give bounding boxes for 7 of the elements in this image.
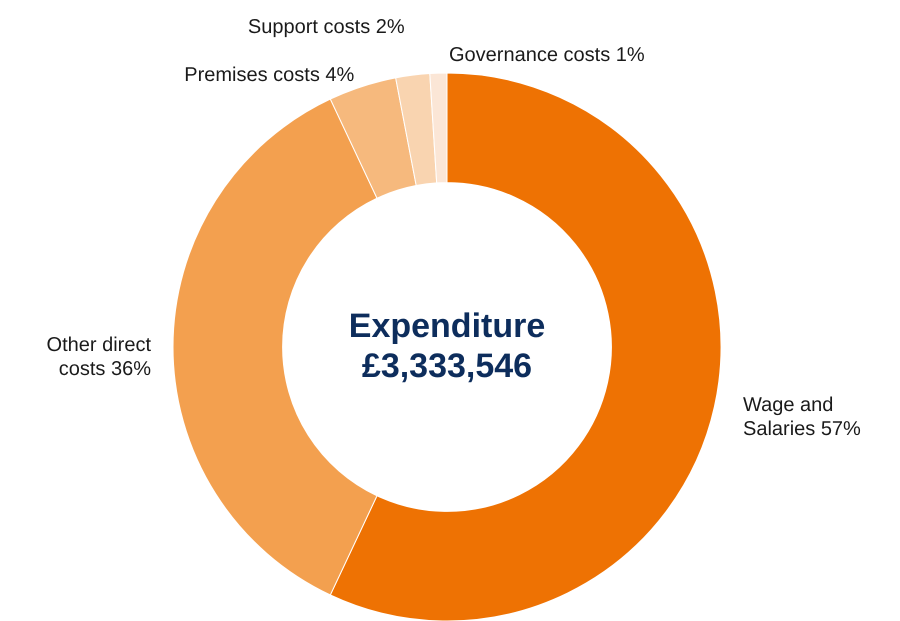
slice-label: Premises costs 4% — [184, 64, 355, 86]
slice-label: Support costs 2% — [248, 16, 405, 38]
text: £3,333,546 — [362, 347, 532, 385]
slice-label: Other direct costs 36% — [46, 334, 152, 380]
text: Expenditure — [348, 307, 546, 345]
slice-label: Wage and Salaries 57% — [743, 394, 862, 440]
slice-label: Governance costs 1% — [449, 44, 645, 66]
